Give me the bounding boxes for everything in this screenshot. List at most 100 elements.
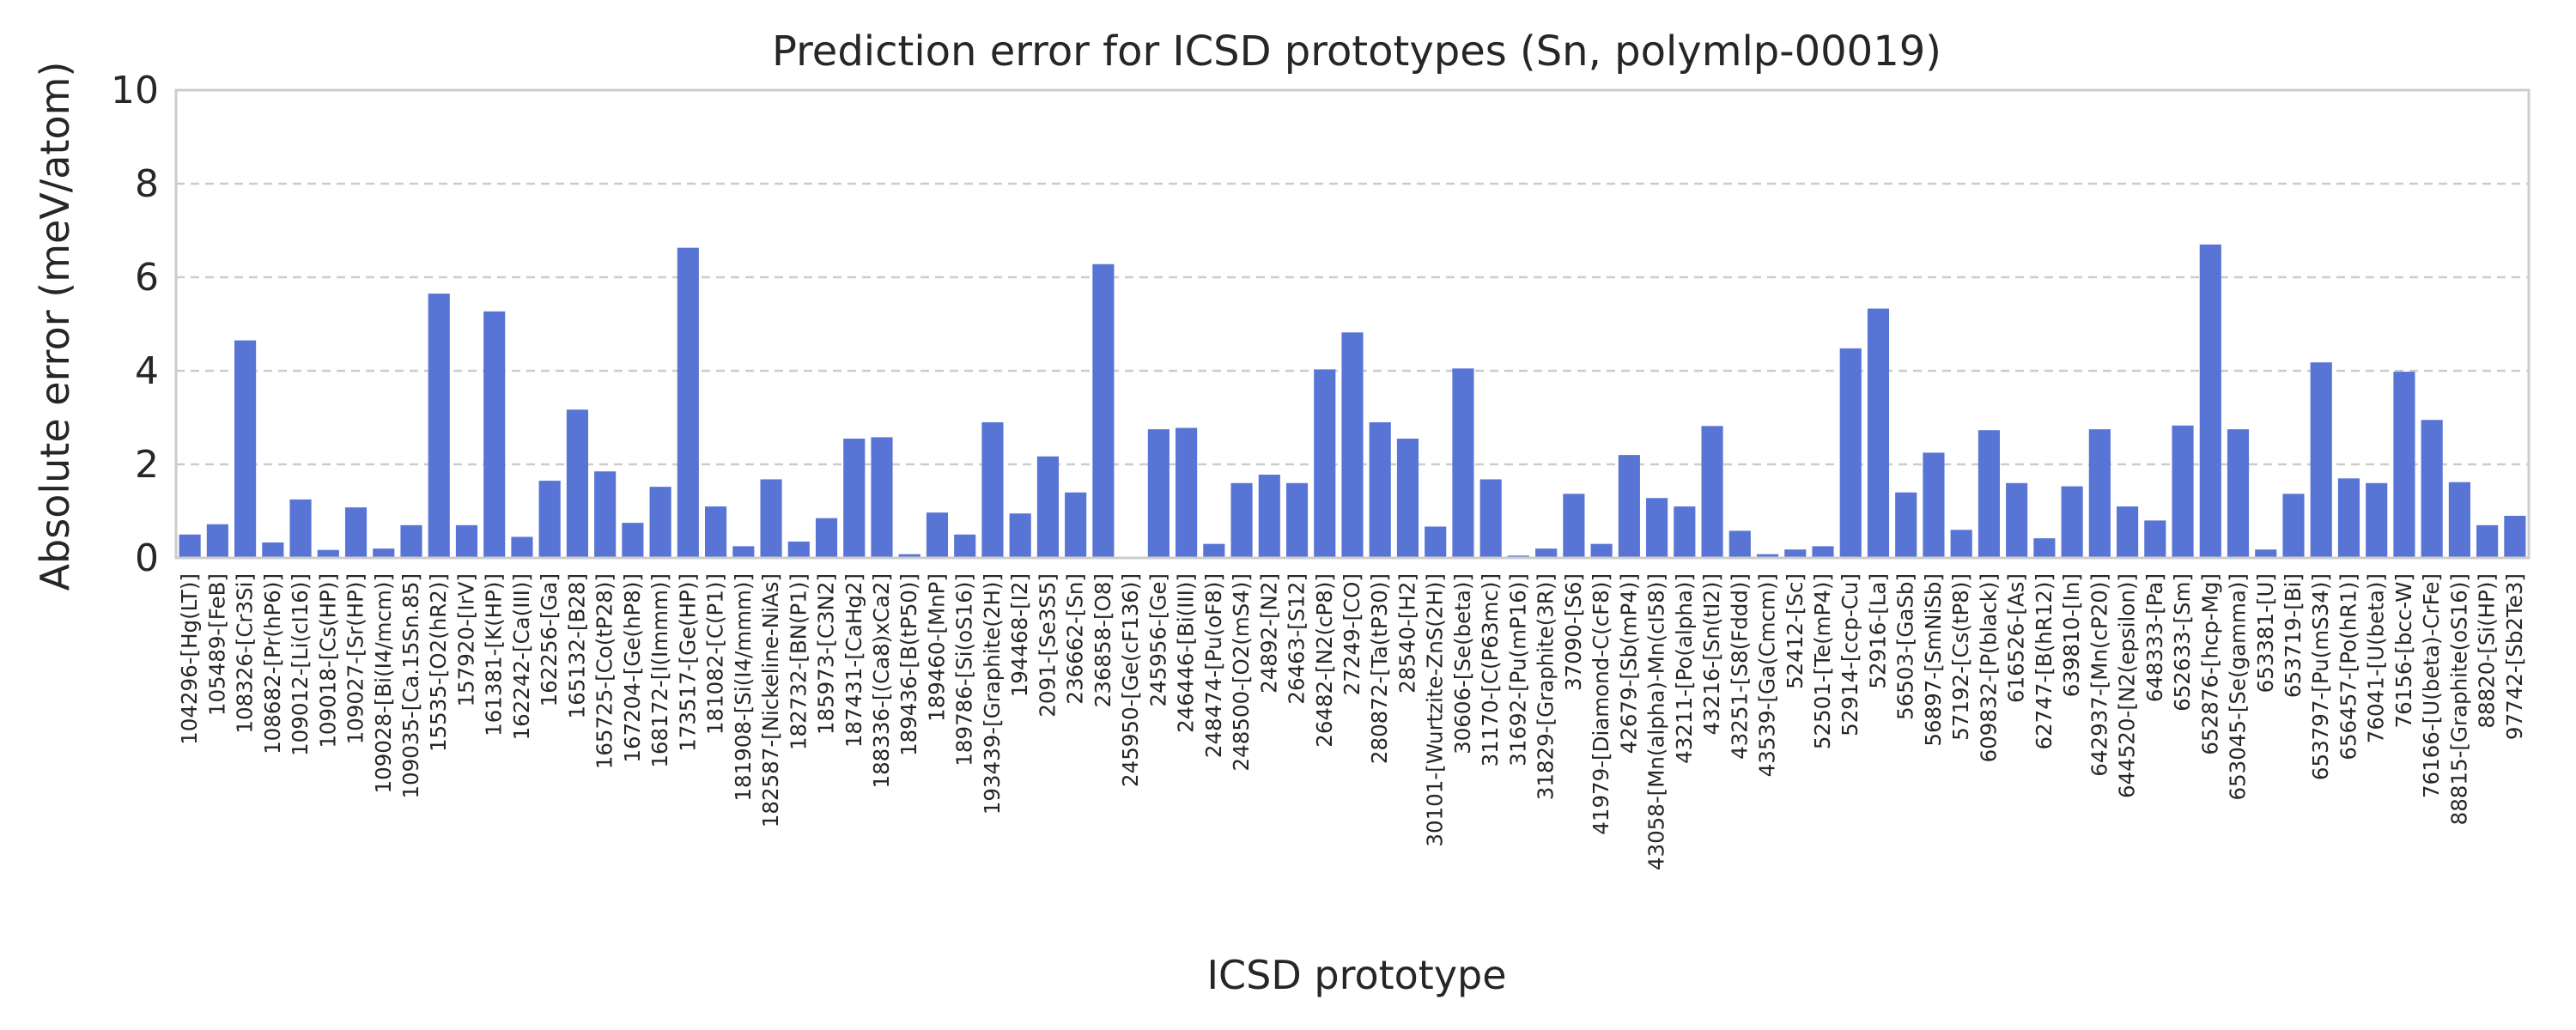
x-tick-label: 105489-[FeB] bbox=[204, 573, 229, 716]
bar bbox=[289, 499, 312, 558]
grid-lines bbox=[176, 182, 2529, 466]
x-axis-label: ICSD prototype bbox=[1206, 952, 1506, 998]
x-tick-label: 656457-[Po(hR1)] bbox=[2336, 573, 2360, 760]
y-tick-label: 2 bbox=[135, 443, 159, 487]
bar bbox=[1314, 369, 1336, 558]
x-tick-label: 62747-[B(hR12)] bbox=[2032, 573, 2057, 750]
x-tick-label: 642937-[Mn(cP20)] bbox=[2087, 573, 2111, 777]
x-tick-label: 26463-[S12] bbox=[1285, 573, 1309, 705]
x-tick-label: 181908-[Si(I4/mmm)] bbox=[731, 573, 756, 802]
x-tick-label: 167204-[Ge(hP8)] bbox=[620, 573, 645, 763]
plot-frame bbox=[174, 88, 2530, 560]
bar bbox=[2504, 515, 2526, 558]
x-tick-label: 248474-[Pu(oF8)] bbox=[1201, 573, 1226, 758]
x-tick-label: 246446-[Bi(III)] bbox=[1174, 573, 1199, 733]
bar bbox=[2421, 420, 2443, 558]
y-tick-label: 4 bbox=[135, 349, 159, 393]
x-tick-label: 168172-[I(Immm)] bbox=[647, 573, 672, 768]
x-tick-label: 41979-[Diamond-C(cF8)] bbox=[1589, 573, 1613, 835]
bar bbox=[1452, 368, 1474, 558]
x-tick-label: 56503-[GaSb] bbox=[1893, 573, 1918, 720]
x-tick-label: 648333-[Pa] bbox=[2142, 573, 2167, 702]
x-tick-label: 616526-[As] bbox=[2004, 573, 2029, 703]
x-tick-label: 52501-[Te(mP4)] bbox=[1810, 573, 1835, 749]
bar bbox=[1784, 549, 1807, 558]
x-tick-label: 109012-[Li(cI16)] bbox=[288, 573, 313, 756]
bar bbox=[815, 518, 838, 558]
x-tick-label: 157920-[IrV] bbox=[453, 573, 478, 707]
bar bbox=[2282, 494, 2305, 558]
bar bbox=[2088, 429, 2111, 558]
bar bbox=[455, 524, 478, 558]
bar bbox=[1036, 456, 1059, 558]
x-tick-label: 194468-[I2] bbox=[1007, 573, 1032, 697]
x-tick-label: 652633-[Sm] bbox=[2170, 573, 2195, 712]
bar bbox=[1396, 439, 1419, 558]
bar bbox=[483, 311, 506, 558]
x-tick-label: 2091-[Se3S5] bbox=[1035, 573, 1060, 718]
bar bbox=[1701, 426, 1723, 558]
x-tick-label: 609832-[P(black)] bbox=[1976, 573, 2001, 762]
bar bbox=[428, 294, 450, 558]
x-tick-label: 52914-[ccp-Cu] bbox=[1838, 573, 1862, 736]
x-tick-label: 43058-[Mn(alpha)-Mn(cI58)] bbox=[1644, 573, 1669, 870]
x-tick-label: 165132-[B28] bbox=[564, 573, 589, 718]
bar bbox=[511, 536, 533, 558]
x-tick-label: 30606-[Se(beta)] bbox=[1450, 573, 1475, 754]
bar bbox=[898, 554, 920, 558]
x-tick-label: 76156-[bcc-W] bbox=[2391, 573, 2416, 728]
x-tick-label: 43251-[S8(Fddd)] bbox=[1727, 573, 1752, 760]
x-tick-label: 245956-[Ge] bbox=[1145, 573, 1170, 707]
bar bbox=[206, 524, 228, 558]
y-tick-label: 10 bbox=[111, 69, 159, 112]
x-tick-label: 31692-[Pu(mP16)] bbox=[1505, 573, 1530, 766]
bar bbox=[1978, 430, 2000, 558]
bar bbox=[1756, 554, 1779, 558]
x-tick-label: 43539-[Ga(Cmcm)] bbox=[1755, 573, 1780, 777]
bar bbox=[649, 487, 671, 558]
y-tick-labels: 0 2 4 6 8 10 bbox=[111, 69, 159, 580]
bar bbox=[2172, 425, 2194, 558]
bar bbox=[1009, 513, 1031, 558]
y-tick-label: 6 bbox=[135, 256, 159, 300]
x-tick-label: 193439-[Graphite(2H)] bbox=[980, 573, 1005, 815]
x-tick-label: 162242-[Ca(III)] bbox=[509, 573, 534, 740]
x-tick-label: 26482-[N2(cP8)] bbox=[1312, 573, 1337, 748]
bar bbox=[373, 548, 395, 558]
y-tick-label: 8 bbox=[135, 162, 159, 206]
bar bbox=[2337, 478, 2360, 558]
x-tick-label: 181082-[C(P1)] bbox=[703, 573, 728, 735]
x-tick-label: 189786-[Si(oS16)] bbox=[952, 573, 977, 766]
x-tick-label: 76041-[U(beta)] bbox=[2364, 573, 2389, 743]
x-tick-label: 31829-[Graphite(3R)] bbox=[1534, 573, 1558, 800]
bar bbox=[1867, 308, 1890, 558]
bar bbox=[1563, 494, 1585, 558]
bar bbox=[1092, 264, 1115, 558]
bar bbox=[594, 471, 617, 558]
bar bbox=[2144, 520, 2166, 558]
bar bbox=[1065, 492, 1087, 558]
bar bbox=[1618, 455, 1640, 558]
bar bbox=[981, 421, 1004, 558]
bar bbox=[400, 524, 422, 558]
bar bbox=[1728, 530, 1751, 558]
x-tick-label: 188336-[(Ca8)xCa2] bbox=[869, 573, 894, 789]
x-tick-label: 644520-[N2(epsilon)] bbox=[2115, 573, 2140, 798]
bar bbox=[1839, 348, 1862, 558]
x-tick-label: 185973-[C3N2] bbox=[814, 573, 839, 735]
x-tick-label: 43216-[Sn(tI2)] bbox=[1699, 573, 1724, 736]
x-tick-label: 88815-[Graphite(oS16)] bbox=[2446, 573, 2471, 825]
x-tick-label: 109027-[Sr(HP)] bbox=[343, 573, 368, 744]
bar bbox=[2366, 482, 2388, 558]
bar bbox=[2117, 506, 2139, 558]
bar bbox=[732, 546, 755, 558]
y-axis-label: Absolute error (meV/atom) bbox=[32, 62, 78, 591]
bar bbox=[1479, 479, 1502, 558]
x-tick-label: 161381-[K(HP)] bbox=[482, 573, 507, 736]
x-tick-label: 52412-[Sc] bbox=[1783, 573, 1807, 689]
bar bbox=[1812, 546, 1834, 558]
bar bbox=[1425, 526, 1447, 558]
bar bbox=[1341, 332, 1364, 558]
x-tick-label: 31170-[C(P63mc)] bbox=[1478, 573, 1503, 766]
x-tick-label: 653797-[Pu(mS34)] bbox=[2308, 573, 2333, 780]
